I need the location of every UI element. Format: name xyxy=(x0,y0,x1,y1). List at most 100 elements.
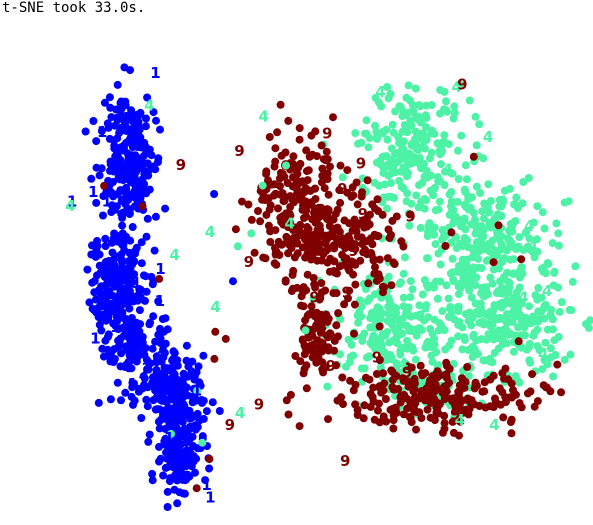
scatter-point xyxy=(565,305,574,314)
scatter-point xyxy=(111,270,120,279)
scatter-point xyxy=(121,97,130,106)
scatter-point xyxy=(300,350,309,359)
scatter-point xyxy=(322,331,331,340)
digit-label: 1 xyxy=(164,429,174,447)
scatter-point xyxy=(376,156,385,165)
scatter-point xyxy=(163,503,172,511)
scatter-point xyxy=(215,407,224,415)
scatter-point xyxy=(383,328,392,336)
scatter-point xyxy=(374,207,383,215)
scatter-point xyxy=(95,261,104,270)
scatter-point xyxy=(136,320,145,329)
scatter-point xyxy=(391,168,400,177)
scatter-point xyxy=(182,341,191,350)
scatter-point xyxy=(94,398,103,407)
scatter-point-outlier xyxy=(205,464,214,473)
digit-label: 4 xyxy=(258,108,268,126)
scatter-point xyxy=(301,316,310,325)
scatter-point xyxy=(464,345,473,354)
scatter-point xyxy=(501,364,510,373)
scatter-point xyxy=(295,225,304,234)
scatter-point xyxy=(392,309,401,318)
scatter-point xyxy=(139,271,148,280)
scatter-point xyxy=(113,317,122,326)
scatter-point xyxy=(457,131,466,140)
scatter-point xyxy=(383,83,392,91)
digit-label: 9 xyxy=(326,357,336,375)
scatter-point xyxy=(379,369,388,378)
scatter-point xyxy=(440,419,449,428)
scatter-point xyxy=(338,173,347,182)
scatter-point xyxy=(231,225,240,234)
scatter-point xyxy=(118,221,127,230)
scatter-point xyxy=(101,234,110,243)
scatter-point xyxy=(370,290,379,299)
scatter-point xyxy=(375,399,383,408)
scatter-point xyxy=(434,249,443,258)
scatter-point xyxy=(389,128,398,137)
scatter-point xyxy=(505,184,514,193)
scatter-point xyxy=(351,129,360,138)
scatter-point xyxy=(464,372,473,380)
scatter-point xyxy=(418,371,427,380)
scatter-point xyxy=(509,347,518,356)
scatter-point xyxy=(441,242,450,250)
scatter-point xyxy=(199,351,208,360)
scatter-point xyxy=(343,166,352,175)
scatter-point xyxy=(345,286,354,295)
scatter-point xyxy=(334,236,343,245)
scatter-point xyxy=(128,378,137,387)
scatter-point xyxy=(508,227,517,236)
scatter-point xyxy=(351,245,360,253)
scatter-point xyxy=(172,446,180,455)
scatter-point xyxy=(148,280,157,289)
scatter-point xyxy=(289,266,298,275)
scatter-point xyxy=(373,195,382,204)
scatter-point xyxy=(500,374,508,383)
scatter-point xyxy=(458,345,467,354)
scatter-point xyxy=(564,197,573,206)
scatter-point xyxy=(508,318,517,326)
scatter-point xyxy=(442,281,451,290)
scatter-point xyxy=(259,253,268,262)
scatter-point xyxy=(454,146,462,155)
scatter-point xyxy=(277,240,286,249)
scatter-point xyxy=(277,151,286,160)
scatter-point xyxy=(262,169,271,178)
scatter-point xyxy=(437,160,445,169)
scatter-point xyxy=(398,329,407,338)
scatter-point xyxy=(430,416,439,425)
scatter-point xyxy=(298,335,307,344)
scatter-point xyxy=(279,220,288,229)
scatter-point xyxy=(308,247,317,256)
digit-label: 4 xyxy=(483,128,493,146)
scatter-point xyxy=(113,378,122,387)
digit-label: 4 xyxy=(528,238,538,256)
scatter-point xyxy=(360,223,369,232)
scatter-point xyxy=(415,301,424,310)
scatter-point xyxy=(310,280,319,289)
scatter-point-outlier xyxy=(211,327,220,336)
scatter-point xyxy=(116,362,125,371)
scatter-point xyxy=(104,123,113,132)
scatter-point xyxy=(259,190,268,199)
scatter-point xyxy=(510,217,519,226)
scatter-point xyxy=(298,189,307,198)
scatter-point xyxy=(379,169,388,177)
scatter-point xyxy=(333,269,341,278)
scatter-point-outlier xyxy=(247,229,256,238)
scatter-point xyxy=(141,186,150,195)
digit-label: 9 xyxy=(457,76,467,94)
scatter-point xyxy=(313,336,322,345)
scatter-point xyxy=(381,395,390,403)
scatter-point xyxy=(436,260,445,269)
scatter-point xyxy=(341,244,350,253)
scatter-point xyxy=(493,251,502,260)
scatter-point xyxy=(373,232,382,241)
scatter-point xyxy=(421,304,430,313)
scatter-point xyxy=(420,204,429,213)
scatter-point xyxy=(163,487,172,496)
digit-label: 1 xyxy=(141,360,151,378)
scatter-point xyxy=(159,410,167,419)
